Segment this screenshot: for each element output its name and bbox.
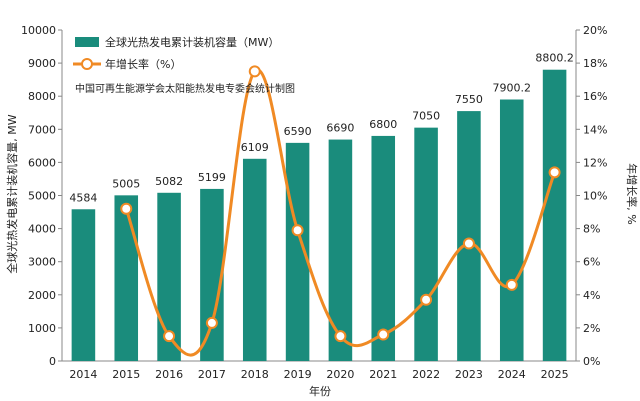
- growth-point: [120, 202, 133, 215]
- y2-tick-label: 18%: [583, 57, 607, 70]
- bar-value-label: 6690: [326, 122, 354, 135]
- x-tick-label: 2022: [412, 368, 440, 381]
- bar: [457, 111, 481, 361]
- bar: [499, 99, 524, 361]
- bar: [200, 188, 224, 361]
- bar-value-label: 5082: [155, 175, 183, 188]
- bar-series: [71, 69, 567, 362]
- x-tick-label: 2015: [112, 368, 140, 381]
- y-tick-label: 7000: [28, 123, 56, 136]
- legend-bar-swatch: [75, 37, 99, 47]
- bar-value-label: 6800: [369, 118, 397, 131]
- y2-tick-label: 10%: [583, 190, 607, 203]
- bar: [242, 158, 267, 361]
- y2-tick-label: 20%: [583, 24, 607, 37]
- y-tick-label: 3000: [28, 256, 56, 269]
- growth-point: [462, 237, 475, 250]
- y-tick-label: 6000: [28, 156, 56, 169]
- y2-tick-label: 4%: [583, 289, 600, 302]
- growth-point: [248, 65, 261, 78]
- growth-point: [163, 330, 176, 343]
- bar-value-labels: 4584 5005 5082 5199 6109 6590 6690 6800 7050 7550…: [69, 52, 573, 205]
- y2-tick-label: 14%: [583, 123, 607, 136]
- growth-point: [420, 293, 433, 306]
- growth-point: [334, 330, 347, 343]
- bar: [414, 127, 438, 362]
- bar: [328, 139, 353, 361]
- legend-line-marker: [81, 58, 93, 70]
- x-tick-label: 2018: [241, 368, 269, 381]
- y2-tick-label: 2%: [583, 322, 600, 335]
- bar: [371, 135, 396, 361]
- growth-point: [377, 328, 390, 341]
- y-tick-label: 2000: [28, 289, 56, 302]
- axes: 0 1000 2000 3000 4000 5000 6000 7000 8000 9000 100…: [21, 24, 607, 381]
- x-tick-label: 2021: [369, 368, 397, 381]
- y-tick-label: 4000: [28, 223, 56, 236]
- bar-value-label: 7900.2: [493, 82, 532, 95]
- legend-line-label: 年增长率（%）: [105, 57, 181, 71]
- growth-line-series: [120, 65, 561, 357]
- x-tick-label: 2016: [155, 368, 183, 381]
- x-tick-label: 2019: [284, 368, 312, 381]
- legend: 全球光热发电累计装机容量（MW） 年增长率（%）: [73, 35, 279, 71]
- y-tick-label: 1000: [28, 322, 56, 335]
- x-tick-label: 2020: [326, 368, 354, 381]
- bar: [157, 192, 181, 361]
- x-tick-label: 2017: [198, 368, 226, 381]
- y2-tick-label: 12%: [583, 156, 607, 169]
- growth-line: [124, 68, 556, 357]
- y-tick-label: 9000: [28, 57, 56, 70]
- x-tick-label: 2014: [69, 368, 97, 381]
- y-tick-label: 8000: [28, 90, 56, 103]
- y2-tick-label: 6%: [583, 256, 600, 269]
- x-tick-label: 2024: [498, 368, 526, 381]
- x-tick-label: 2023: [455, 368, 483, 381]
- x-axis-title: 年份: [309, 384, 331, 398]
- y2-tick-label: 8%: [583, 223, 600, 236]
- bar: [285, 142, 310, 361]
- bar: [71, 209, 96, 361]
- bar-value-label: 6590: [284, 125, 312, 138]
- bar-value-label: 8800.2: [535, 52, 574, 65]
- legend-bar-label: 全球光热发电累计装机容量（MW）: [105, 35, 279, 49]
- y2-tick-label: 16%: [583, 90, 607, 103]
- growth-point: [205, 316, 218, 329]
- bar-value-label: 4584: [69, 191, 97, 204]
- y2-tick-label: 0%: [583, 355, 600, 368]
- y-tick-label: 10000: [21, 24, 56, 37]
- bar-value-label: 5199: [198, 171, 226, 184]
- bar-value-label: 6109: [241, 141, 269, 154]
- growth-point: [548, 166, 561, 179]
- bar: [542, 69, 567, 361]
- bar: [114, 195, 139, 361]
- bar-value-label: 7550: [455, 93, 483, 106]
- y2-axis-title: 年增长率, %: [625, 163, 639, 224]
- y-tick-label: 0: [49, 355, 56, 368]
- growth-point: [505, 278, 518, 291]
- x-tick-label: 2025: [541, 368, 569, 381]
- source-note: 中国可再生能源学会太阳能热发电专委会统计制图: [75, 82, 295, 95]
- bar-value-label: 5005: [112, 177, 140, 190]
- bar-value-label: 7050: [412, 110, 440, 123]
- y-tick-label: 5000: [28, 190, 56, 203]
- growth-point: [291, 224, 304, 237]
- y-axis-title: 全球光热发电累计装机容量, MW: [5, 114, 19, 273]
